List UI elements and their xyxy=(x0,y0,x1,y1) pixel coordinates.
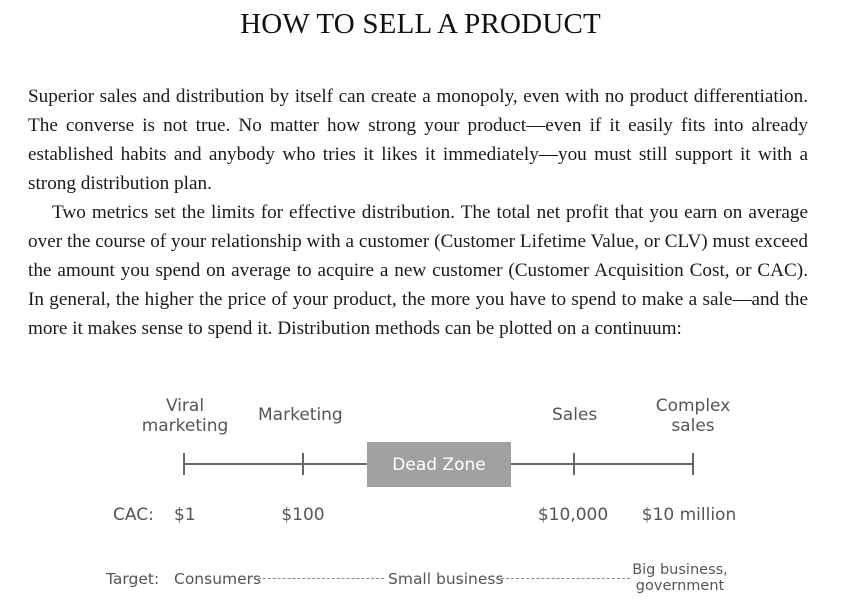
tick-marketing xyxy=(302,453,304,475)
method-label-complex-sales: Complex sales xyxy=(655,396,731,436)
cac-value-viral: $1 xyxy=(174,505,196,525)
paragraph-2: Two metrics set the limits for effective… xyxy=(28,202,808,339)
target-label: Target: xyxy=(106,570,160,588)
method-label-sales: Sales xyxy=(552,405,598,425)
paragraph-1: Superior sales and distribution by itsel… xyxy=(28,86,808,194)
continuum-line-right xyxy=(511,463,694,465)
cac-value-complex: $10 million xyxy=(641,505,737,525)
cac-label: CAC: xyxy=(113,505,154,525)
target-big-business: Big business, government xyxy=(632,562,728,594)
cac-value-sales: $10,000 xyxy=(537,505,609,525)
target-connector-1 xyxy=(258,578,384,579)
tick-sales xyxy=(573,453,575,475)
dead-zone-box: Dead Zone xyxy=(367,442,511,487)
target-consumers: Consumers xyxy=(174,570,262,588)
cac-value-marketing: $100 xyxy=(281,505,325,525)
continuum-line-left xyxy=(183,463,367,465)
method-label-viral-marketing: Viral marketing xyxy=(141,396,229,436)
method-label-marketing: Marketing xyxy=(258,405,343,425)
page-title: HOW TO SELL A PRODUCT xyxy=(240,8,601,40)
target-connector-2 xyxy=(496,578,630,579)
tick-viral-marketing xyxy=(183,453,185,475)
tick-complex-sales xyxy=(692,453,694,475)
target-small-business: Small business xyxy=(388,570,504,588)
